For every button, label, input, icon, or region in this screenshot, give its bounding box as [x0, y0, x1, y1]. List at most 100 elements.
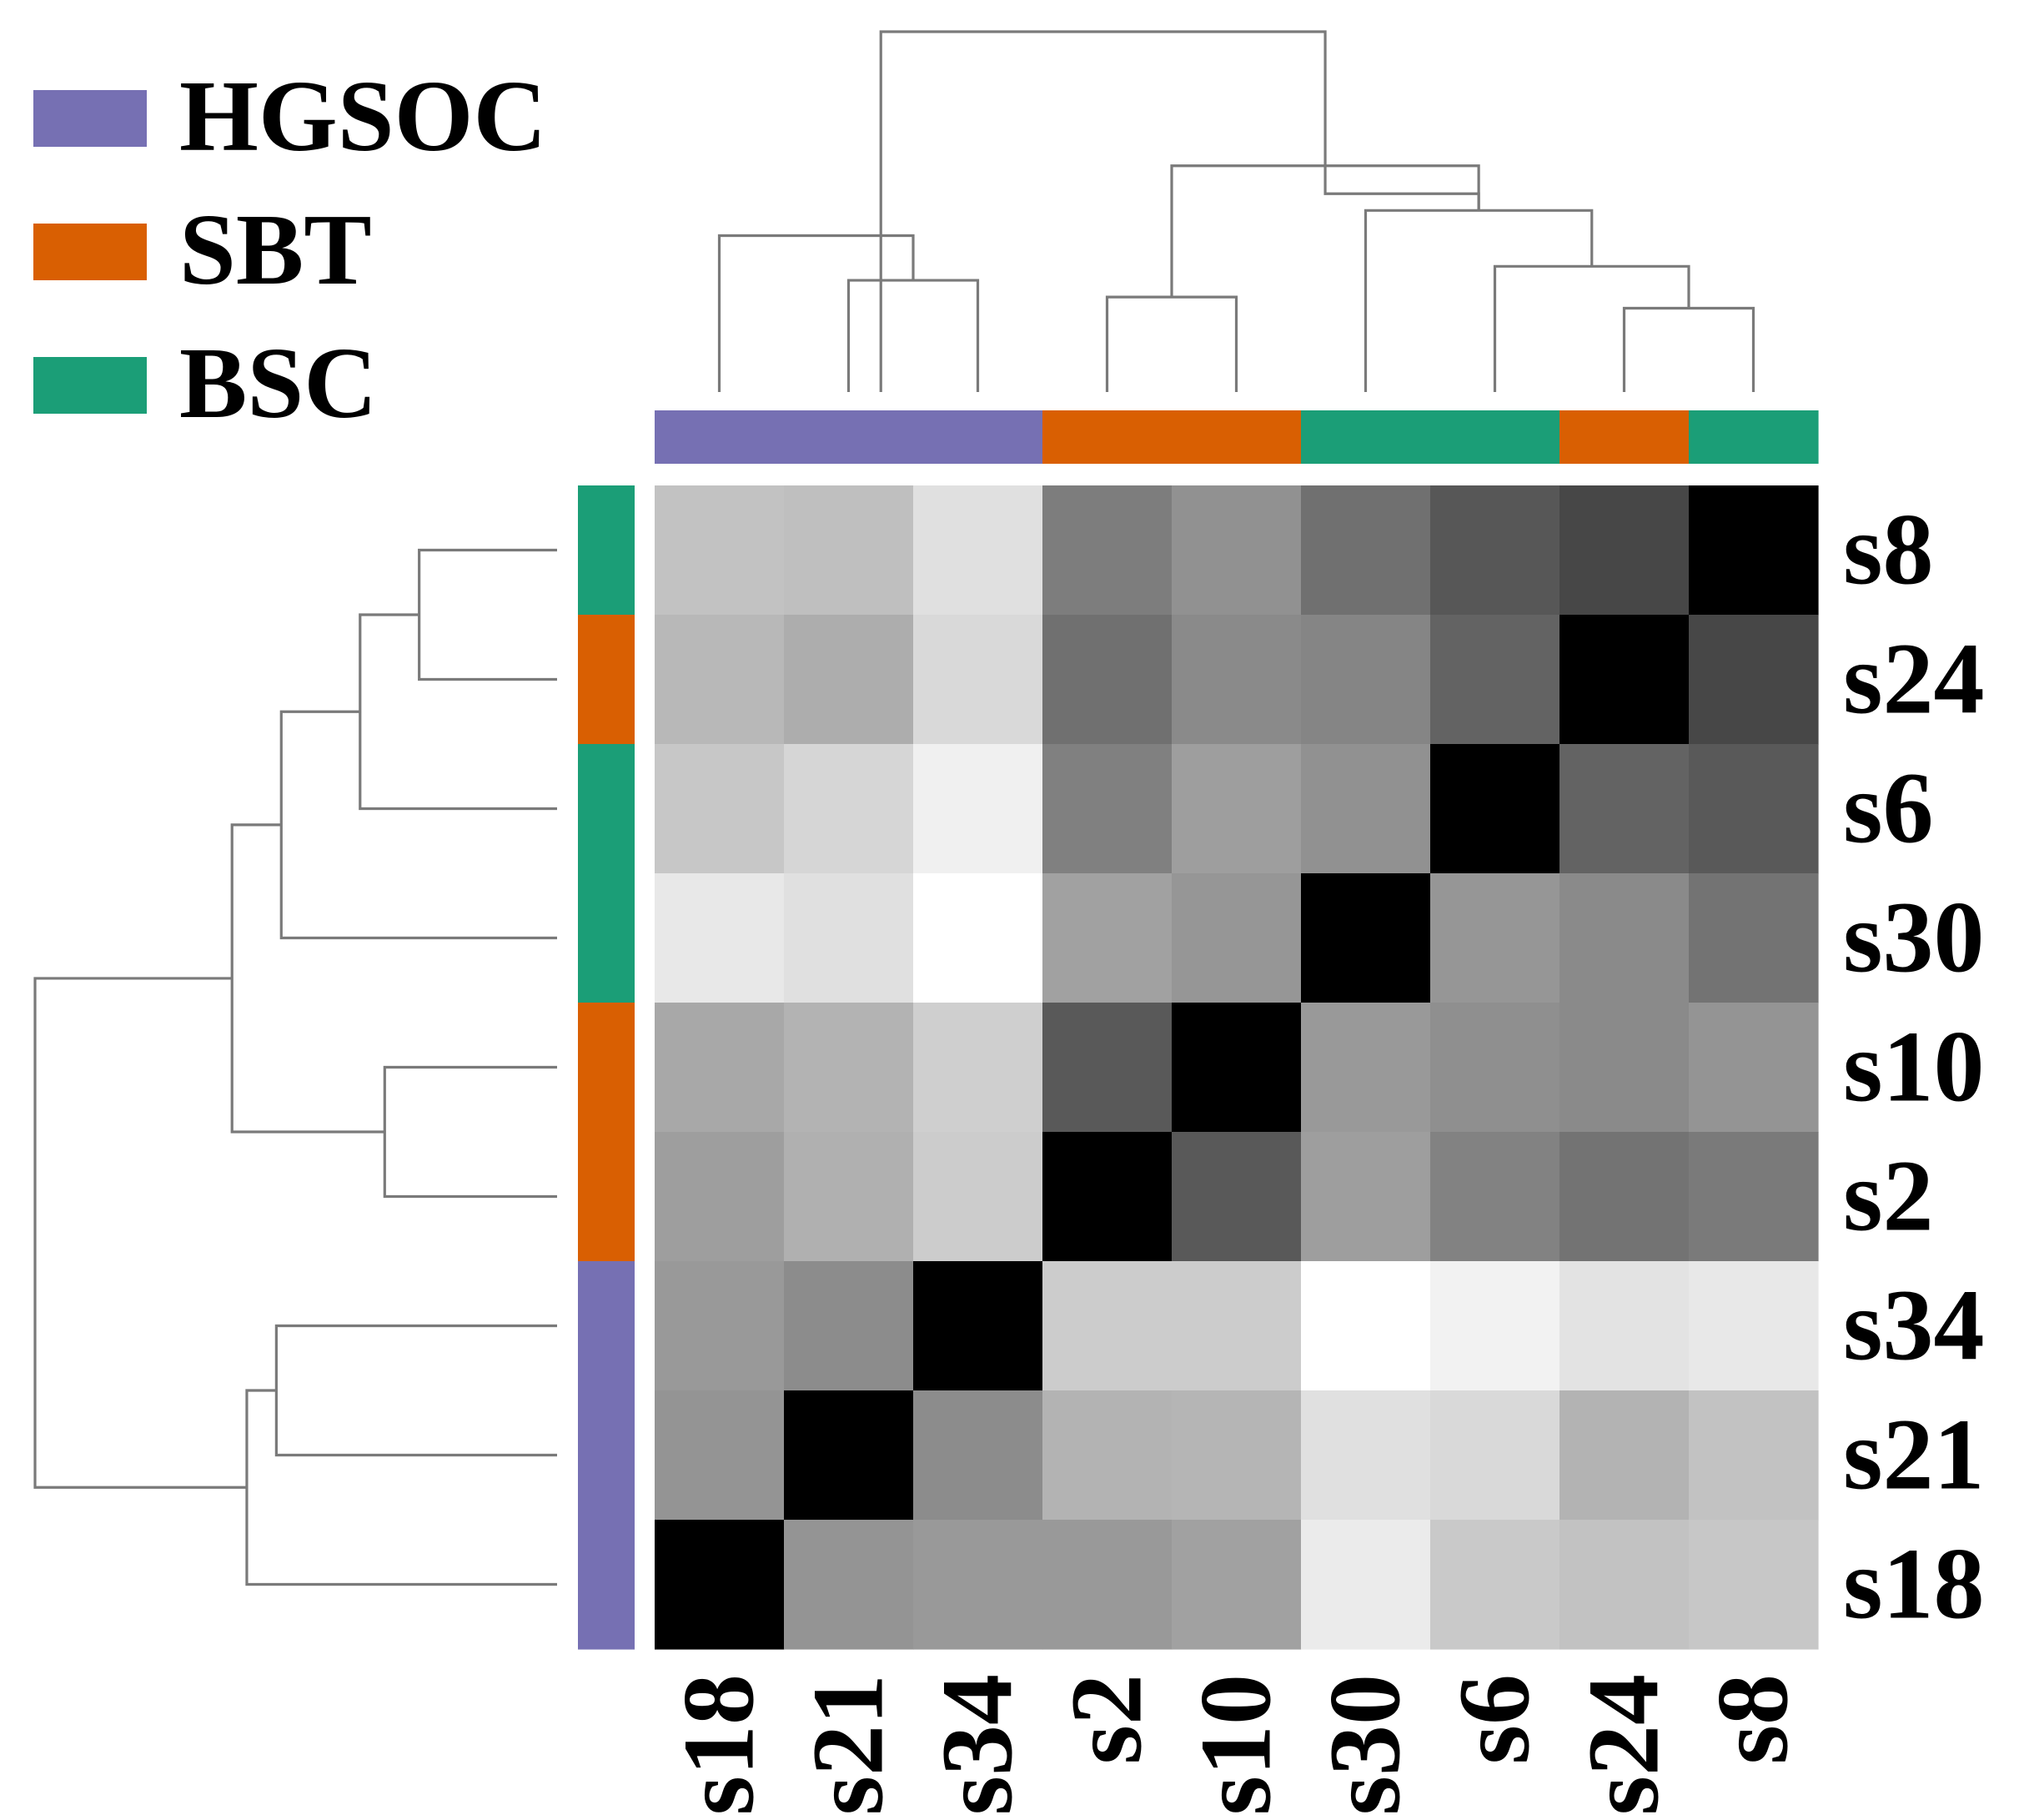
column-group-annotation	[655, 410, 1819, 464]
row-group-s24	[578, 615, 635, 745]
heatmap-cell-s21-s30	[1301, 1390, 1431, 1521]
heatmap-cell-s34-s30	[1301, 1261, 1431, 1391]
row-group-s30	[578, 873, 635, 1003]
heatmap-cell-s21-s6	[1430, 1390, 1560, 1521]
row-dendrogram	[33, 548, 557, 1586]
heatmap-cell-s30-s24	[1559, 873, 1690, 1003]
heatmap-cell-s30-s34	[913, 873, 1043, 1003]
row-dendrogram-link-3	[383, 1065, 557, 1199]
row-dendrogram-link-0	[418, 548, 557, 681]
heatmap-cell-s10-s6	[1430, 1003, 1560, 1133]
heatmap-cell-s34-s24	[1559, 1261, 1690, 1391]
row-dendrogram-link-2	[279, 710, 557, 940]
heatmap-cell-s2-s30	[1301, 1132, 1431, 1262]
heatmap-cell-s2-s2	[1042, 1132, 1173, 1262]
heatmap-cells	[655, 485, 1819, 1650]
heatmap-cell-s18-s30	[1301, 1520, 1431, 1650]
heatmap-cell-s24-s24	[1559, 615, 1690, 745]
column-dendrogram-link-5	[1105, 295, 1238, 392]
heatmap-cell-s18-s18	[655, 1520, 785, 1650]
heatmap-cell-s21-s10	[1172, 1390, 1302, 1521]
heatmap-cell-s10-s18	[655, 1003, 785, 1133]
column-label-s18: s18	[663, 1674, 776, 1815]
heatmap-cell-s8-s24	[1559, 485, 1690, 616]
column-group-s24	[1559, 410, 1690, 464]
row-group-s18	[578, 1520, 635, 1650]
row-label-s21: s21	[1843, 1399, 1984, 1511]
heatmap-cell-s2-s8	[1689, 1132, 1819, 1262]
row-label-s2: s2	[1843, 1140, 1933, 1253]
heatmap-cell-s2-s21	[784, 1132, 914, 1262]
row-label-s34: s34	[1843, 1269, 1984, 1382]
heatmap-cell-s6-s21	[784, 744, 914, 874]
heatmap-cell-s21-s18	[655, 1390, 785, 1521]
column-label-s2: s2	[1051, 1674, 1163, 1764]
heatmap-cell-s24-s10	[1172, 615, 1302, 745]
heatmap-cell-s30-s6	[1430, 873, 1560, 1003]
legend-label-sbt: SBT	[179, 194, 372, 306]
column-group-s6	[1430, 410, 1560, 464]
column-group-s34	[913, 410, 1043, 464]
column-label-s34: s34	[922, 1674, 1034, 1815]
heatmap-cell-s18-s2	[1042, 1520, 1173, 1650]
heatmap-cell-s10-s24	[1559, 1003, 1690, 1133]
heatmap-cell-s21-s34	[913, 1390, 1043, 1521]
heatmap-cell-s8-s10	[1172, 485, 1302, 616]
heatmap-cell-s6-s6	[1430, 744, 1560, 874]
heatmap-cell-s34-s10	[1172, 1261, 1302, 1391]
heatmap-cell-s18-s34	[913, 1520, 1043, 1650]
heatmap-cell-s18-s24	[1559, 1520, 1690, 1650]
column-dendrogram-link-0	[846, 279, 980, 392]
heatmap-cell-s8-s30	[1301, 485, 1431, 616]
column-dendrogram-link-2	[1622, 306, 1755, 392]
column-label-s21: s21	[792, 1674, 905, 1815]
row-label-s24: s24	[1843, 623, 1984, 736]
heatmap-cell-s24-s34	[913, 615, 1043, 745]
heatmap-cell-s10-s8	[1689, 1003, 1819, 1133]
heatmap-cell-s21-s8	[1689, 1390, 1819, 1521]
legend-swatch-hgsoc	[33, 90, 147, 147]
heatmap-cell-s21-s2	[1042, 1390, 1173, 1521]
heatmap-cell-s6-s18	[655, 744, 785, 874]
heatmap-cell-s10-s30	[1301, 1003, 1431, 1133]
heatmap-cell-s30-s30	[1301, 873, 1431, 1003]
heatmap-cell-s8-s8	[1689, 485, 1819, 616]
heatmap-cell-s8-s34	[913, 485, 1043, 616]
legend-label-bsc: BSC	[179, 327, 377, 440]
column-group-s10	[1172, 410, 1302, 464]
column-labels: s18 s21 s34 s2 s10 s30 s6 s24 s8	[663, 1674, 1810, 1815]
heatmap-cell-s2-s34	[913, 1132, 1043, 1262]
column-label-s8: s8	[1697, 1674, 1810, 1764]
column-label-s24: s24	[1568, 1674, 1680, 1815]
heatmap-cell-s18-s8	[1689, 1520, 1819, 1650]
heatmap-cell-s2-s24	[1559, 1132, 1690, 1262]
row-group-s8	[578, 485, 635, 616]
heatmap-cell-s8-s6	[1430, 485, 1560, 616]
heatmap-cell-s18-s10	[1172, 1520, 1302, 1650]
heatmap-cell-s34-s34	[913, 1261, 1043, 1391]
column-dendrogram-link-8	[879, 30, 1327, 392]
row-group-s21	[578, 1390, 635, 1521]
row-dendrogram-link-7	[33, 977, 247, 1489]
row-group-annotation	[578, 485, 635, 1650]
heatmap-cell-s24-s6	[1430, 615, 1560, 745]
heatmap-cell-s2-s6	[1430, 1132, 1560, 1262]
column-group-s21	[784, 410, 914, 464]
heatmap-cell-s24-s30	[1301, 615, 1431, 745]
column-group-s2	[1042, 410, 1173, 464]
row-group-s2	[578, 1132, 635, 1262]
heatmap-cell-s10-s2	[1042, 1003, 1173, 1133]
column-label-s10: s10	[1180, 1674, 1293, 1815]
heatmap-cell-s34-s2	[1042, 1261, 1173, 1391]
heatmap-cell-s24-s18	[655, 615, 785, 745]
heatmap-cell-s2-s10	[1172, 1132, 1302, 1262]
column-group-s18	[655, 410, 785, 464]
column-dendrogram-link-4	[1364, 209, 1594, 392]
heatmap-cell-s6-s2	[1042, 744, 1173, 874]
heatmap-cell-s30-s21	[784, 873, 914, 1003]
legend-label-hgsoc: HGSOC	[179, 60, 547, 173]
heatmap-cell-s34-s18	[655, 1261, 785, 1391]
row-labels: s8 s24 s6 s30 s10 s2 s34 s21 s18	[1843, 494, 1984, 1641]
heatmap-cell-s2-s18	[655, 1132, 785, 1262]
